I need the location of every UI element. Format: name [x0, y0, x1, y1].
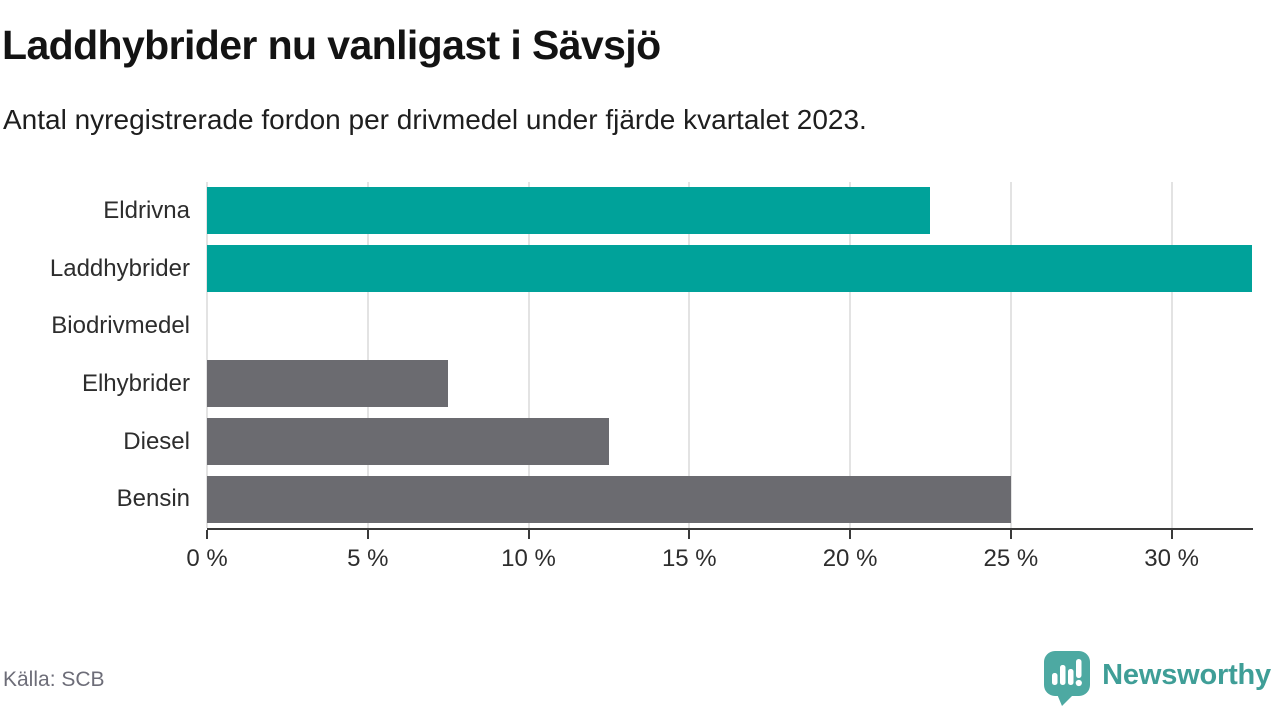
bar-diesel — [207, 418, 609, 465]
bar-eldrivna — [207, 187, 931, 235]
brand-block: Newsworthy — [1043, 650, 1271, 711]
gridline — [1170, 182, 1173, 528]
category-label: Diesel — [123, 427, 190, 455]
gridline — [527, 182, 530, 528]
x-tick — [366, 530, 369, 539]
x-tick — [1009, 530, 1012, 539]
page-title: Laddhybrider nu vanligast i Sävsjö — [2, 22, 661, 68]
x-tick-label: 30 % — [1144, 545, 1199, 572]
bar-laddhybrider — [207, 245, 1252, 292]
source-label: Källa: SCB — [3, 668, 105, 691]
newsworthy-logo-icon — [1043, 650, 1093, 711]
x-tick — [1170, 530, 1173, 539]
gridline — [366, 182, 369, 528]
brand-name: Newsworthy — [1102, 659, 1271, 691]
category-label: Elhybrider — [81, 370, 190, 397]
x-axis-line — [207, 528, 1253, 530]
x-tick-label: 10 % — [501, 545, 556, 572]
plot-area — [206, 182, 1252, 528]
gridline — [688, 182, 691, 528]
gridline — [206, 182, 208, 528]
bar-bensin — [207, 475, 1011, 523]
category-label: Bensin — [116, 485, 190, 513]
x-tick — [206, 530, 208, 539]
gridline — [1009, 182, 1012, 528]
x-tick-label: 5 % — [347, 545, 389, 572]
x-tick — [849, 530, 852, 539]
x-tick-label: 25 % — [983, 545, 1039, 572]
chart-subtitle: Antal nyregistrerade fordon per drivmede… — [3, 104, 867, 135]
category-label: Laddhybrider — [49, 254, 190, 282]
x-tick — [688, 530, 691, 539]
category-label: Biodrivmedel — [51, 312, 190, 340]
gridline — [849, 182, 852, 528]
x-tick-label: 0 % — [186, 545, 228, 572]
bar-elhybrider — [207, 360, 449, 408]
category-label: Eldrivna — [103, 197, 190, 224]
x-tick-label: 20 % — [822, 545, 878, 572]
x-tick — [527, 530, 530, 539]
x-tick-label: 15 % — [661, 545, 717, 572]
